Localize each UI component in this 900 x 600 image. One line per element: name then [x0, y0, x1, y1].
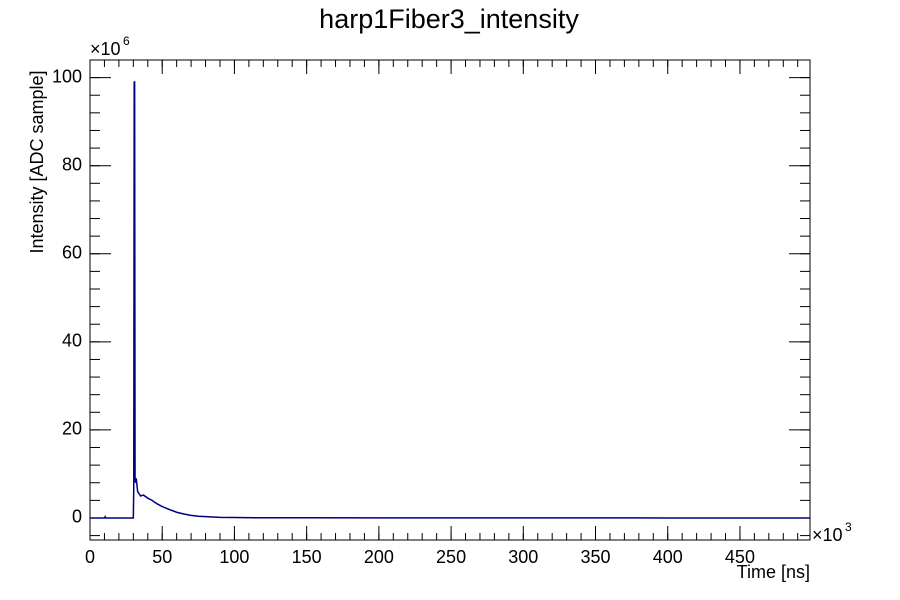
x-tick-label: 100	[219, 547, 249, 567]
y-tick-label: 80	[62, 154, 82, 174]
x-tick-label: 300	[508, 547, 538, 567]
x-tick-label: 400	[653, 547, 683, 567]
x-tick-label: 200	[364, 547, 394, 567]
x-axis-label: Time [ns]	[737, 562, 810, 582]
y-multiplier: ×10	[90, 39, 121, 59]
x-tick-label: 50	[152, 547, 172, 567]
x-tick-label: 250	[436, 547, 466, 567]
chart-title: harp1Fiber3_intensity	[319, 4, 579, 34]
plot-frame	[89, 59, 811, 541]
x-multiplier-exponent: 3	[845, 520, 852, 534]
y-tick-label: 60	[62, 243, 82, 263]
x-tick-label: 350	[580, 547, 610, 567]
y-tick-label: 40	[62, 331, 82, 351]
y-tick-label: 100	[52, 66, 82, 86]
x-tick-label: 150	[292, 547, 322, 567]
y-tick-label: 20	[62, 419, 82, 439]
data-line	[90, 81, 811, 519]
y-axis-label: Intensity [ADC sample]	[27, 70, 47, 253]
x-multiplier: ×10	[812, 525, 843, 545]
x-tick-label: 450	[725, 547, 755, 567]
x-tick-label: 0	[85, 547, 95, 567]
y-tick-label: 0	[72, 507, 82, 527]
y-multiplier-exponent: 6	[123, 34, 130, 48]
